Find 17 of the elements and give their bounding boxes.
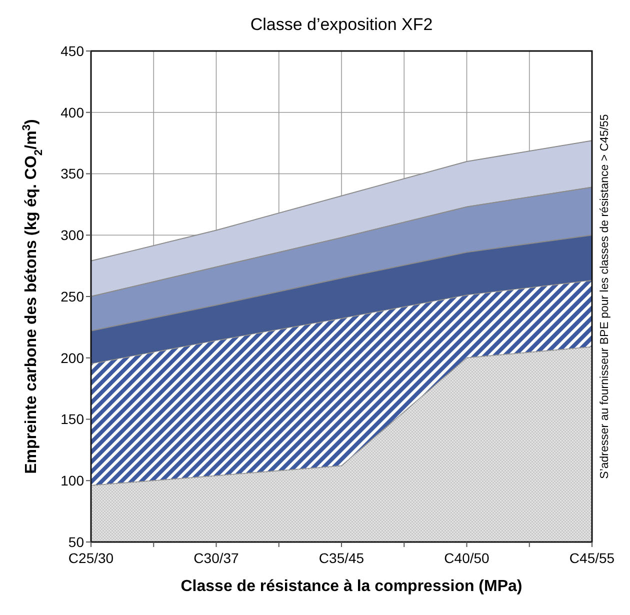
x-tick-label: C45/55 (569, 550, 615, 566)
y-tick-label: 400 (60, 104, 84, 120)
y-tick-label: 150 (60, 411, 84, 428)
x-tick-label: C30/37 (194, 550, 240, 566)
y-tick-label: 50 (68, 534, 84, 550)
y-tick-label: 300 (60, 227, 84, 244)
x-tick-label: C35/45 (318, 550, 364, 566)
text: S’adresser au fournisseur BPE pour les classes de résistance > C45/55 (599, 114, 611, 479)
y-tick-label: 350 (60, 166, 84, 182)
y-tick-label: 250 (60, 288, 84, 304)
x-tick-label: C40/50 (444, 550, 490, 566)
x-tick-label: C25/30 (68, 550, 114, 566)
y-tick-label: 200 (60, 350, 84, 366)
chart-title: Classe d’exposition XF2 (250, 15, 433, 34)
y-tick-label: 450 (60, 42, 84, 59)
x-axis-title: Classe de résistance à la compression (MPa) (180, 578, 522, 595)
y-tick-label: 100 (60, 472, 84, 489)
